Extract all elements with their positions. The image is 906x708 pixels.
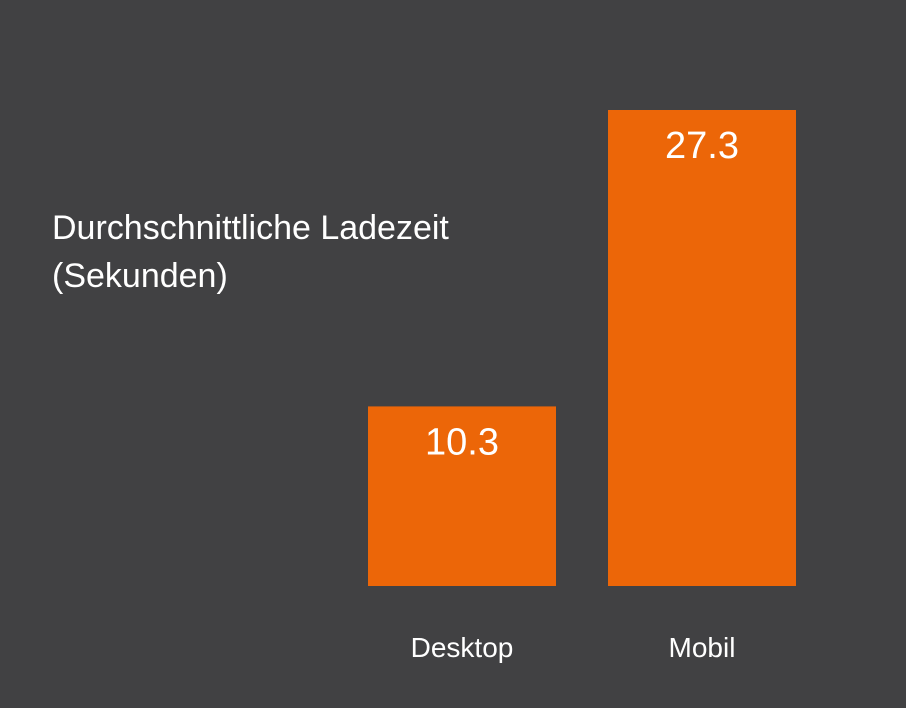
chart-title-line-1: Durchschnittliche Ladezeit	[52, 209, 449, 247]
value-label-mobil: 27.3	[665, 125, 739, 167]
category-label-mobil: Mobil	[669, 632, 736, 663]
value-label-desktop: 10.3	[425, 421, 499, 463]
chart-title-line-2: (Sekunden)	[52, 257, 228, 295]
category-label-desktop: Desktop	[411, 632, 514, 663]
bar-mobil	[608, 110, 796, 586]
bar-desktop	[368, 406, 556, 586]
